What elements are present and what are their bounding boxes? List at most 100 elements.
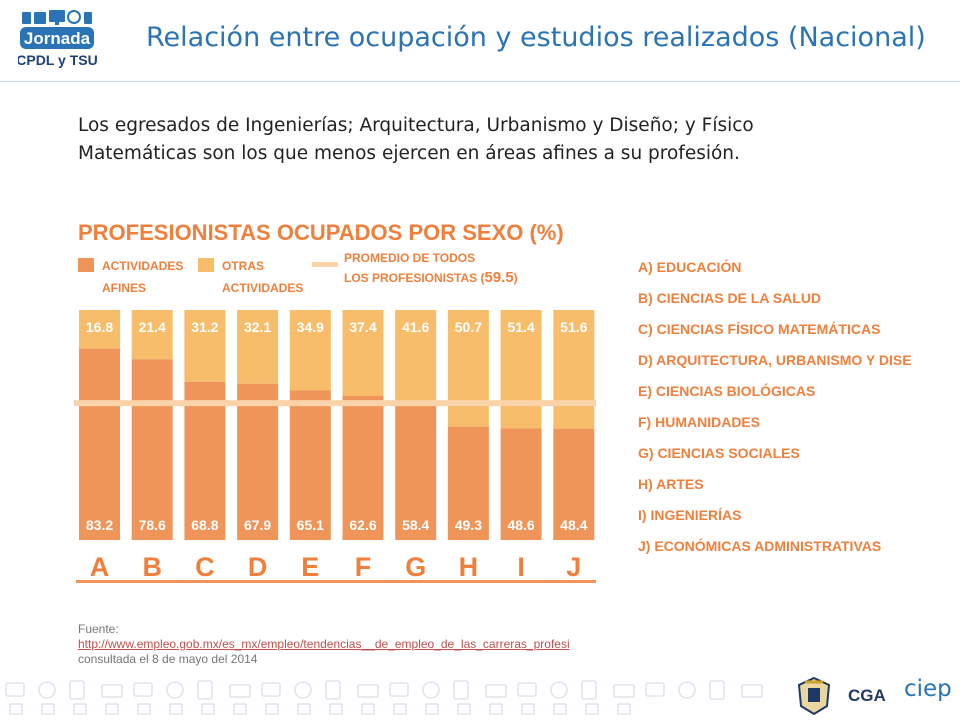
bar-otras-J <box>553 310 595 429</box>
chart-title: PROFESIONISTAS OCUPADOS POR SEXO (%) <box>78 220 564 245</box>
footer-device-icon <box>105 703 119 715</box>
label-afines-D: 67.9 <box>244 517 271 533</box>
footer-device-icon <box>137 703 151 715</box>
source-link[interactable]: http://www.empleo.gob.mx/es_mx/empleo/te… <box>78 637 570 651</box>
footer-device-icon <box>585 703 599 715</box>
label-otras-E: 34.9 <box>297 319 324 335</box>
footer-calendar-icon <box>741 684 763 698</box>
cga-logo: CGA <box>848 686 886 705</box>
footer-monitor-icon <box>261 682 281 697</box>
footer-clock-icon <box>38 681 56 699</box>
page-title: Relación entre ocupación y estudios real… <box>146 22 926 53</box>
category-label-B: B <box>142 552 162 582</box>
footer-clock-icon <box>294 681 312 699</box>
label-otras-J: 51.6 <box>560 319 587 335</box>
footer-calendar-icon <box>101 684 123 698</box>
category-label-J: J <box>566 552 581 582</box>
footer-building-icon <box>581 680 597 700</box>
category-label-E: E <box>301 552 319 582</box>
legend-swatch-otras <box>198 258 214 272</box>
bar-afines-C <box>184 381 226 540</box>
footer-device-icon <box>617 703 631 715</box>
label-afines-J: 48.4 <box>560 517 587 533</box>
footer-building-icon <box>709 680 725 700</box>
category-label-C: C <box>195 552 215 582</box>
footer-device-icon <box>457 703 471 715</box>
footer-calendar-icon <box>229 684 251 698</box>
source-block: Fuente: http://www.empleo.gob.mx/es_mx/e… <box>78 622 570 667</box>
footer-device-icon <box>233 703 247 715</box>
footer-monitor-icon <box>133 682 153 697</box>
logo-line2: CPDL y TSU <box>18 52 98 68</box>
footer-device-icon <box>41 703 55 715</box>
category-legend-item: J) ECONÓMICAS ADMINISTRATIVAS <box>638 537 881 554</box>
label-afines-G: 58.4 <box>402 517 429 533</box>
category-legend: A) EDUCACIÓN B) CIENCIAS DE LA SALUD C) CI… <box>638 258 912 554</box>
category-legend-item: I) INGENIERÍAS <box>638 507 741 523</box>
category-legend-item: H) ARTES <box>638 476 704 492</box>
category-label-I: I <box>517 552 525 582</box>
footer-calendar-icon <box>485 684 507 698</box>
footer-building-icon <box>197 680 213 700</box>
average-line <box>74 400 596 407</box>
legend-otras-line2: ACTIVIDADES <box>222 281 303 295</box>
label-otras-F: 37.4 <box>349 319 376 335</box>
footer-clock-icon <box>678 681 696 699</box>
footer-clock-icon <box>166 681 184 699</box>
category-legend-item: D) ARQUITECTURA, URBANISMO Y DISEÑO <box>638 351 912 368</box>
category-legend-item: A) EDUCACIÓN <box>638 258 741 275</box>
label-afines-E: 65.1 <box>297 517 324 533</box>
label-otras-I: 51.4 <box>507 319 534 335</box>
category-legend-item: F) HUMANIDADES <box>638 414 760 430</box>
bar-otras-C <box>184 310 226 382</box>
footer-calendar-icon <box>357 684 379 698</box>
jornada-logo: Jornada CPDL y TSU <box>18 10 98 68</box>
label-afines-B: 78.6 <box>139 517 166 533</box>
source-consulted: consultada el 8 de mayo del 2014 <box>78 652 258 666</box>
legend-afines-line2: AFINES <box>102 281 146 295</box>
bars-group: 16.8 83.2 21.4 78.6 31.2 68.8 32.1 67.9 34.9 65.1… <box>79 310 595 540</box>
category-legend-item: E) CIENCIAS BIOLÓGICAS <box>638 382 815 399</box>
legend-promedio-close: ) <box>514 271 518 285</box>
label-afines-F: 62.6 <box>349 517 376 533</box>
bar-otras-B <box>131 310 173 360</box>
category-label-D: D <box>248 552 268 582</box>
label-otras-A: 16.8 <box>86 319 113 335</box>
x-axis-baseline <box>76 580 596 583</box>
category-label-H: H <box>459 552 479 582</box>
footer-building-icon <box>69 680 85 700</box>
footer-monitor-icon <box>645 682 665 697</box>
footer-monitor-icon <box>5 682 25 697</box>
bar-otras-E <box>289 310 331 391</box>
footer-device-icon <box>201 703 215 715</box>
legend-promedio-value: 59.5 <box>484 269 513 286</box>
footer-device-icon <box>9 703 23 715</box>
bar-otras-H <box>447 310 489 427</box>
intro-line-2: Matemáticas son los que menos ejercen en… <box>78 143 740 164</box>
legend-swatch-afines <box>78 258 94 272</box>
category-label-G: G <box>405 552 426 582</box>
legend-swatch-promedio <box>312 262 338 267</box>
bar-afines-D <box>237 383 279 540</box>
footer-device-icon <box>553 703 567 715</box>
label-otras-B: 21.4 <box>139 319 166 335</box>
footer-device-icon <box>489 703 503 715</box>
legend-promedio-line1: PROMEDIO DE TODOS <box>344 251 475 265</box>
label-otras-C: 31.2 <box>191 319 218 335</box>
intro-line-1: Los egresados de Ingenierías; Arquitectu… <box>78 115 754 136</box>
bar-afines-F <box>342 396 384 540</box>
category-legend-item: B) CIENCIAS DE LA SALUD <box>638 290 821 306</box>
category-legend-item: C) CIENCIAS FÍSICO MATEMÁTICAS <box>638 321 880 337</box>
label-afines-C: 68.8 <box>191 517 218 533</box>
label-otras-H: 50.7 <box>455 319 482 335</box>
category-label-F: F <box>355 552 372 582</box>
legend-promedio-line2: LOS PROFESIONISTAS (59.5) <box>344 269 518 286</box>
footer-monitor-icon <box>389 682 409 697</box>
bar-otras-I <box>500 310 542 429</box>
label-otras-G: 41.6 <box>402 319 429 335</box>
footer-device-icon <box>169 703 183 715</box>
bar-afines-B <box>131 359 173 540</box>
footer-device-icon <box>73 703 87 715</box>
footer-device-icon <box>393 703 407 715</box>
label-afines-H: 49.3 <box>455 517 482 533</box>
